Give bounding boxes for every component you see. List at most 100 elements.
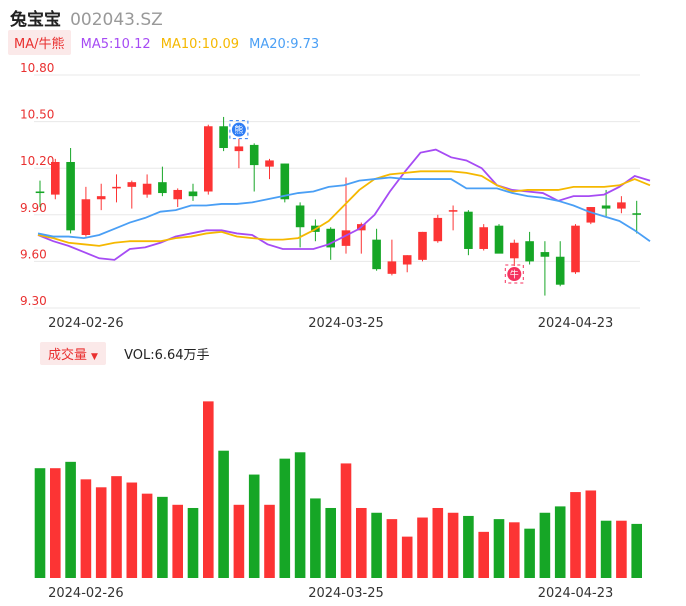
y-tick-label: 10.80 bbox=[20, 61, 54, 75]
volume-bar bbox=[34, 468, 46, 578]
volume-bar bbox=[493, 519, 505, 578]
volume-bar bbox=[631, 523, 642, 578]
volume-bar bbox=[279, 458, 291, 578]
volume-bar bbox=[111, 476, 122, 578]
candle-body bbox=[571, 225, 580, 273]
volume-bar bbox=[539, 512, 551, 578]
candle-body bbox=[601, 205, 611, 209]
volume-bar bbox=[95, 487, 107, 578]
volume-bar bbox=[126, 482, 138, 578]
volume-legend: 成交量 ▼ VOL:6.64万手 bbox=[40, 342, 210, 365]
x-tick-label: 2024-02-26 bbox=[48, 316, 124, 331]
candle-body bbox=[66, 161, 75, 231]
x-tick-label: 2024-03-25 bbox=[308, 586, 384, 601]
ma-legend: MA/牛熊 MA5:10.12 MA10:10.09 MA20:9.73 bbox=[8, 30, 319, 55]
volume-bar bbox=[264, 504, 275, 578]
x-tick-label: 2024-03-25 bbox=[308, 316, 384, 331]
candle-body bbox=[617, 202, 626, 209]
candle-body bbox=[249, 144, 259, 166]
y-tick-label: 9.90 bbox=[20, 201, 47, 215]
candle-body bbox=[510, 242, 519, 259]
y-tick-label: 10.20 bbox=[20, 154, 54, 168]
candle-body bbox=[433, 217, 443, 242]
marker-label: 牛 bbox=[510, 269, 519, 281]
volume-bar bbox=[50, 468, 61, 578]
ma-type-selector[interactable]: MA/牛熊 bbox=[8, 30, 71, 55]
candle-body bbox=[341, 230, 351, 246]
volume-bar bbox=[570, 492, 581, 578]
candle-body bbox=[81, 199, 91, 235]
volume-bar bbox=[248, 474, 260, 578]
y-tick-label: 10.50 bbox=[20, 108, 54, 122]
volume-bar bbox=[509, 522, 520, 578]
volume-bar bbox=[356, 507, 367, 578]
bull-marker: 牛 bbox=[504, 264, 524, 284]
candle-body bbox=[525, 241, 534, 262]
marker-badge bbox=[231, 122, 246, 137]
y-tick-label: 9.60 bbox=[20, 247, 47, 261]
bear-marker: 熊 bbox=[229, 120, 249, 140]
volume-bar bbox=[294, 452, 306, 578]
volume-bar bbox=[325, 507, 336, 578]
stock-header: 兔宝宝 002043.SZ bbox=[10, 5, 163, 30]
volume-bar bbox=[600, 520, 612, 578]
candle-body bbox=[540, 252, 550, 257]
candle-body bbox=[448, 210, 458, 212]
chevron-down-icon: ▼ bbox=[91, 352, 98, 362]
candle-body bbox=[418, 231, 427, 260]
volume-bar bbox=[371, 512, 382, 578]
candle-body bbox=[96, 196, 106, 200]
volume-bar bbox=[401, 536, 413, 578]
volume-bar bbox=[554, 506, 566, 578]
candle-body bbox=[295, 205, 305, 228]
candle-body bbox=[280, 163, 290, 200]
ma10-label: MA10:10.09 bbox=[160, 37, 240, 52]
candle-body bbox=[326, 228, 335, 248]
volume-bar bbox=[141, 493, 153, 578]
candle-body bbox=[173, 189, 182, 200]
y-tick-label: 9.30 bbox=[20, 294, 47, 308]
volume-bar bbox=[157, 496, 168, 578]
volume-type-selector[interactable]: 成交量 ▼ bbox=[40, 342, 106, 365]
ma20-line bbox=[37, 176, 651, 242]
x-tick-label: 2024-04-23 bbox=[538, 586, 614, 601]
candle-body bbox=[265, 160, 274, 167]
volume-bar bbox=[386, 519, 398, 578]
ma10-line bbox=[37, 170, 651, 247]
volume-bar bbox=[432, 507, 444, 578]
volume-bar bbox=[463, 515, 474, 578]
stock-name: 兔宝宝 bbox=[10, 10, 61, 30]
candle-body bbox=[402, 255, 412, 265]
volume-bar bbox=[340, 463, 352, 578]
x-tick-label: 2024-04-23 bbox=[538, 316, 614, 331]
volume-bar bbox=[616, 520, 627, 578]
volume-bar bbox=[80, 479, 92, 578]
candle-body bbox=[586, 207, 596, 223]
volume-bar bbox=[310, 498, 321, 578]
volume-bar bbox=[218, 450, 229, 578]
stock-code: 002043.SZ bbox=[70, 10, 163, 30]
candle-body bbox=[464, 211, 473, 249]
volume-bar bbox=[172, 504, 183, 578]
volume-bar bbox=[417, 517, 428, 578]
candle-body bbox=[372, 239, 381, 270]
volume-bar bbox=[233, 504, 245, 578]
candle-body bbox=[142, 183, 152, 195]
marker-badge bbox=[507, 267, 522, 282]
x-tick-label: 2024-02-26 bbox=[48, 586, 124, 601]
candle-body bbox=[219, 126, 228, 149]
volume-value-label: VOL:6.64万手 bbox=[124, 348, 210, 363]
candle-body bbox=[479, 227, 488, 249]
candle-body bbox=[112, 186, 121, 189]
volume-bar bbox=[478, 531, 489, 578]
volume-bar bbox=[65, 461, 76, 578]
candle-body bbox=[555, 256, 565, 285]
candle-body bbox=[51, 161, 60, 195]
candle-body bbox=[234, 146, 244, 152]
candle-body bbox=[494, 225, 504, 254]
marker-frame bbox=[504, 264, 524, 284]
volume-bar bbox=[447, 512, 459, 578]
candle-body bbox=[35, 191, 45, 194]
volume-bar bbox=[585, 490, 597, 578]
